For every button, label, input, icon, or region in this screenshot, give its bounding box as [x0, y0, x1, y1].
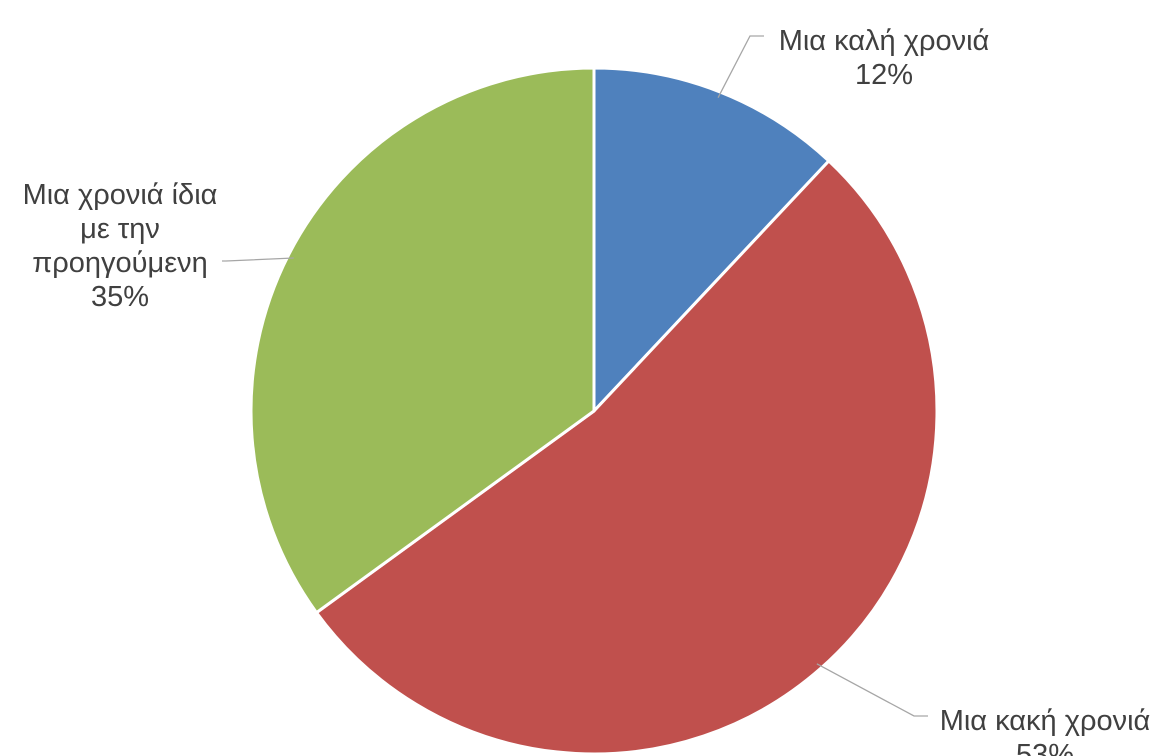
- data-label-name: Μια κακή χρονιά: [940, 705, 1151, 737]
- leader-line-3: [222, 257, 294, 262]
- data-label-3: Μια χρονιά ίδια με την προηγούμενη 35%: [23, 179, 218, 313]
- data-label-name: Μια χρονιά ίδια: [23, 179, 218, 211]
- pie-slice-2: [314, 158, 939, 756]
- leader-lines: [222, 35, 928, 717]
- leader-line-2: [816, 663, 928, 717]
- data-label-value: 35%: [91, 281, 149, 313]
- data-label-value: 53%: [1016, 739, 1074, 756]
- pie-slice-3: [249, 66, 596, 615]
- data-label-name: με την: [80, 213, 160, 245]
- leader-line-1: [717, 35, 764, 98]
- data-label-name: Μια καλή χρονιά: [779, 25, 990, 57]
- data-label-2: Μια κακή χρονιά 53%: [940, 705, 1151, 756]
- pie-slices: [249, 66, 939, 756]
- data-label-name: προηγούμενη: [32, 247, 208, 279]
- data-labels: Μια καλή χρονιά 12%Μια κακή χρονιά 53%Μια …: [23, 25, 1151, 756]
- data-label-value: 12%: [855, 59, 913, 91]
- data-label-1: Μια καλή χρονιά 12%: [779, 25, 990, 91]
